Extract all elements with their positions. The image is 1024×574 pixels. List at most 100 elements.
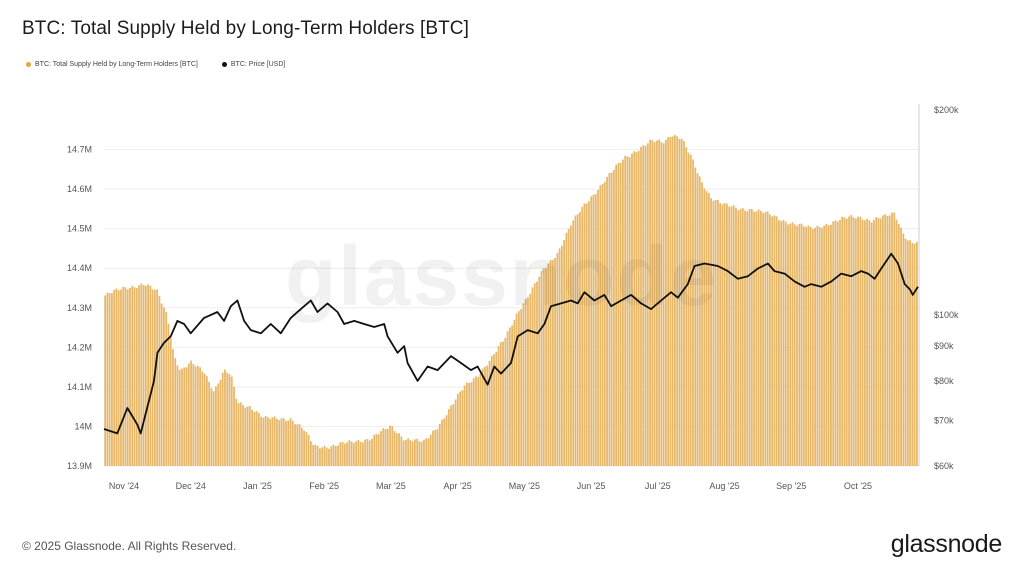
supply-bar [466,382,468,466]
supply-bar [649,139,651,466]
supply-bar [755,211,758,466]
supply-bar [108,293,111,466]
supply-bar [246,406,249,466]
supply-bar [144,285,147,466]
supply-bar [416,438,419,466]
supply-bar [698,176,701,466]
supply-bar [904,238,907,466]
supply-bar [508,327,511,466]
x-tick-label: May '25 [509,481,540,491]
supply-bar [612,169,615,467]
supply-bar [477,376,480,466]
supply-bar [531,287,534,466]
supply-bar [314,444,317,466]
supply-bar [495,351,498,466]
supply-bar [267,417,269,466]
x-tick-label: Mar '25 [376,481,406,491]
supply-bar [520,309,523,466]
supply-bar [117,290,120,466]
supply-bar [196,365,199,466]
supply-bar [126,289,129,466]
supply-bar [809,226,812,466]
supply-bar [490,355,493,466]
supply-bar [185,367,188,466]
supply-bar [773,215,776,466]
supply-bar [174,358,177,466]
supply-bar [542,268,545,466]
supply-bar [111,293,113,466]
supply-bar [701,182,703,466]
supply-bar [635,152,638,466]
supply-bar [764,212,767,466]
supply-bar [585,203,588,467]
supply-bar [547,263,550,466]
supply-bar [762,213,765,466]
supply-bar [689,154,692,466]
supply-bar [891,212,893,466]
supply-bar [796,225,798,466]
x-tick-label: Nov '24 [109,481,139,491]
supply-bar [472,378,475,466]
supply-bar [576,214,579,466]
supply-bar [599,185,602,467]
supply-bar [529,293,532,466]
supply-bar [680,138,683,467]
legend-item-price[interactable]: BTC: Price [USD] [221,61,285,68]
supply-bar [511,325,514,466]
supply-bar [140,283,143,466]
supply-bar [255,411,258,466]
supply-bar [707,192,710,466]
supply-bar [617,162,620,467]
supply-bar [434,429,437,466]
supply-bar [499,342,502,466]
supply-bar [233,386,235,466]
supply-bar [646,143,649,466]
supply-bar [386,428,389,466]
supply-bar [694,167,697,466]
supply-bar [753,211,755,466]
supply-bar [427,438,430,466]
supply-bar [398,433,400,466]
supply-bar [775,216,778,466]
supply-bar [138,285,140,466]
supply-bar [124,287,127,466]
supply-bar [746,211,749,466]
supply-bar [321,447,324,466]
supply-bar [199,367,201,466]
supply-bar [459,391,462,466]
supply-bar [739,208,742,466]
supply-bar [486,365,489,466]
supply-bar [597,189,599,466]
supply-bar [163,307,165,466]
supply-bar [210,388,213,466]
y-right-tick-label: $100k [934,310,959,320]
supply-bar [834,220,837,466]
supply-bar [897,224,900,466]
supply-bar [590,196,593,466]
supply-bar [811,229,814,466]
supply-bar [325,447,328,466]
supply-bar [832,221,835,466]
x-tick-label: Oct '25 [844,481,872,491]
supply-bar [355,441,358,466]
supply-bar [257,412,260,466]
supply-bar [468,383,471,466]
supply-bar [757,209,760,467]
supply-bar [479,373,482,466]
supply-bar [848,216,850,466]
supply-bar [863,220,866,466]
supply-bar [558,248,561,466]
supply-bar [181,368,183,466]
supply-bar [115,288,118,466]
supply-bar [178,369,181,466]
supply-bar [821,228,823,466]
legend-item-supply[interactable]: BTC: Total Supply Held by Long-Term Hold… [26,61,198,68]
supply-bar [802,226,805,466]
supply-bar [230,376,233,466]
supply-bar [807,225,810,466]
supply-bar [574,215,577,466]
supply-bar [239,402,242,466]
supply-bar [120,289,122,466]
supply-bar [104,295,107,466]
